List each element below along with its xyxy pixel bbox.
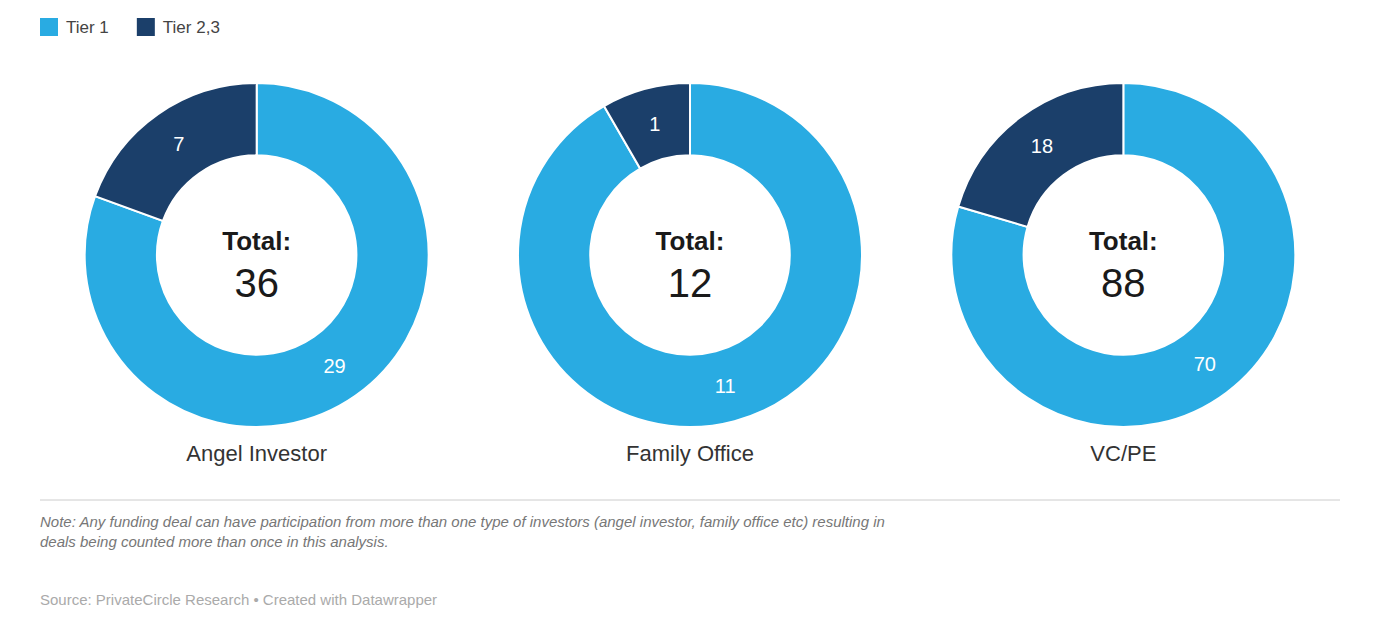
divider [40, 500, 1340, 501]
data-label: 70 [1194, 353, 1216, 375]
legend-item: Tier 2,3 [137, 18, 220, 37]
note-line: deals being counted more than once in th… [40, 533, 389, 550]
data-labels: 29 7 [173, 133, 346, 378]
data-label: 1 [649, 113, 660, 135]
donut: 29 7 Total: 36 Angel Investor [85, 83, 429, 466]
wedges [518, 83, 862, 427]
center-label: Total: [1089, 226, 1158, 256]
legend-item: Tier 1 [40, 18, 109, 37]
center-total: 88 [1101, 261, 1146, 305]
wedge [518, 83, 862, 427]
note: Note: Any funding deal can have particip… [40, 513, 885, 550]
donut-title: Family Office [626, 441, 754, 466]
legend-swatch [137, 18, 155, 36]
legend-label: Tier 1 [66, 18, 109, 37]
chart-root: 297Total:36Angel Investor111Total:12Fami… [0, 0, 1380, 627]
legend-label: Tier 2,3 [163, 18, 220, 37]
data-labels: 111 [649, 113, 735, 398]
data-label: 29 [323, 355, 345, 377]
wedge [85, 83, 429, 427]
note-line: Note: Any funding deal can have particip… [40, 513, 885, 530]
donut: 111Total:12Family Office [518, 83, 862, 466]
wedge [958, 83, 1123, 227]
data-label: 7 [173, 133, 184, 155]
donut-title: VC/PE [1090, 441, 1156, 466]
data-labels: 70 18 [1031, 135, 1216, 375]
wedge [951, 83, 1295, 427]
center-total: 12 [668, 261, 713, 305]
donut-title: Angel Investor [186, 441, 327, 466]
data-label: 18 [1031, 135, 1053, 157]
wedges [85, 83, 429, 427]
wedge [604, 83, 690, 169]
legend-swatch [40, 18, 58, 36]
data-label: 11 [715, 375, 736, 397]
center-total: 36 [234, 261, 279, 305]
source: Source: PrivateCircle Research • Created… [40, 591, 437, 608]
donut: 70 18 Total: 88 VC/PE [951, 83, 1295, 466]
wedge [95, 83, 257, 221]
center-label: Total: [222, 226, 291, 256]
center-label: Total: [656, 226, 725, 256]
legend: Tier 1 Tier 2,3 [40, 18, 220, 37]
wedges [951, 83, 1295, 427]
